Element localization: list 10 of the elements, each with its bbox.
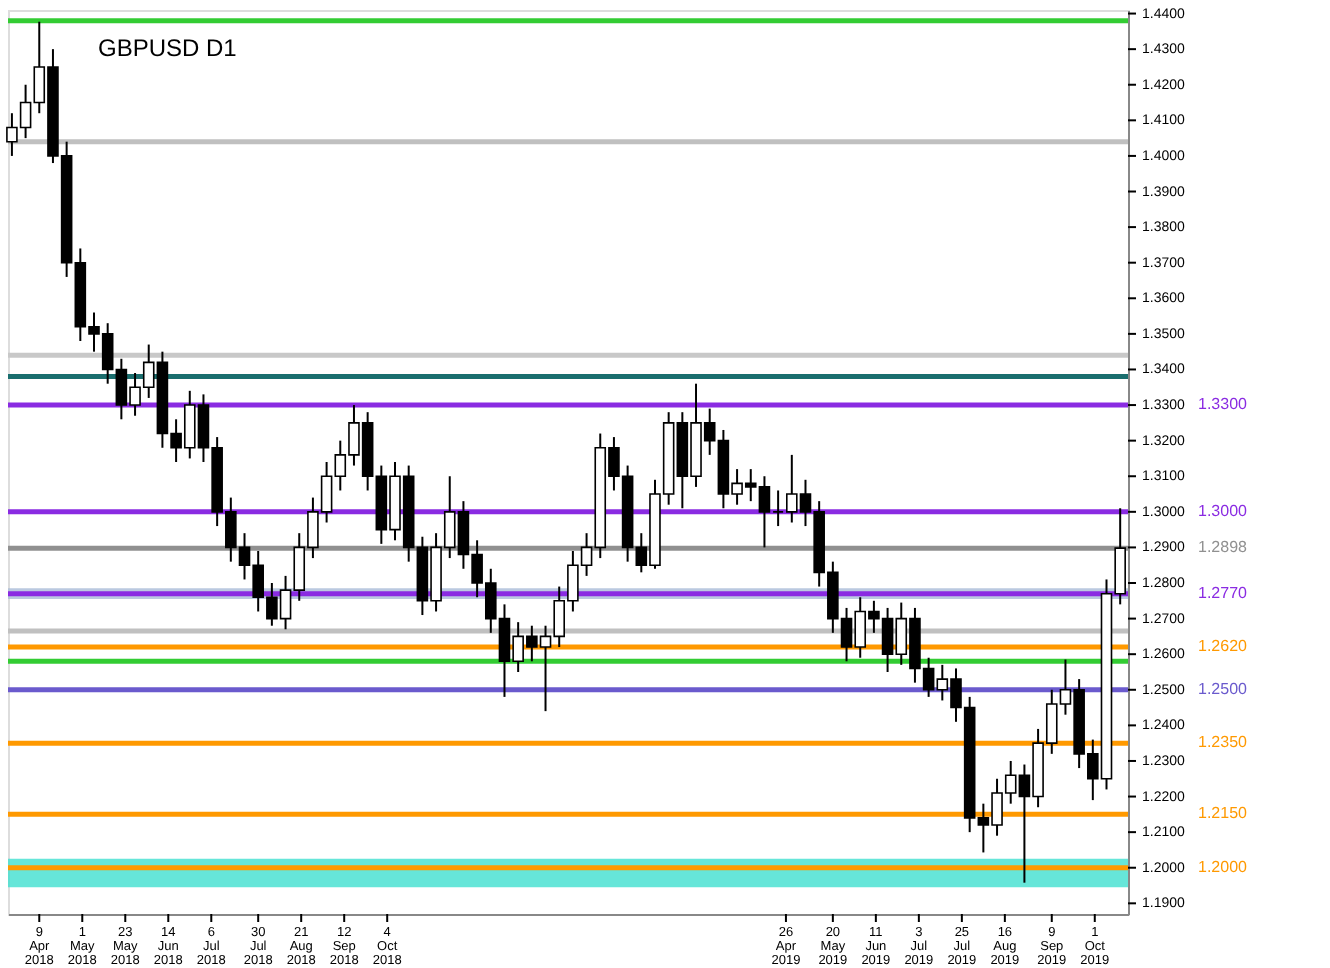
ref-line-label: 1.3300 bbox=[1198, 395, 1249, 414]
ref-line-label: 1.2500 bbox=[1198, 679, 1249, 698]
ref-line-label: 1.2000 bbox=[1198, 857, 1249, 876]
ref-line-label: 1.2350 bbox=[1198, 733, 1249, 752]
ref-line-label: 1.2770 bbox=[1198, 583, 1249, 602]
ref-line-label: 1.2620 bbox=[1198, 637, 1249, 656]
text: GBPUSD D1 bbox=[98, 34, 238, 62]
ref-line-label: 1.2898 bbox=[1198, 538, 1249, 557]
ref-line-label: 1.2150 bbox=[1198, 804, 1249, 823]
ref-line-label: 1.3000 bbox=[1198, 501, 1249, 520]
